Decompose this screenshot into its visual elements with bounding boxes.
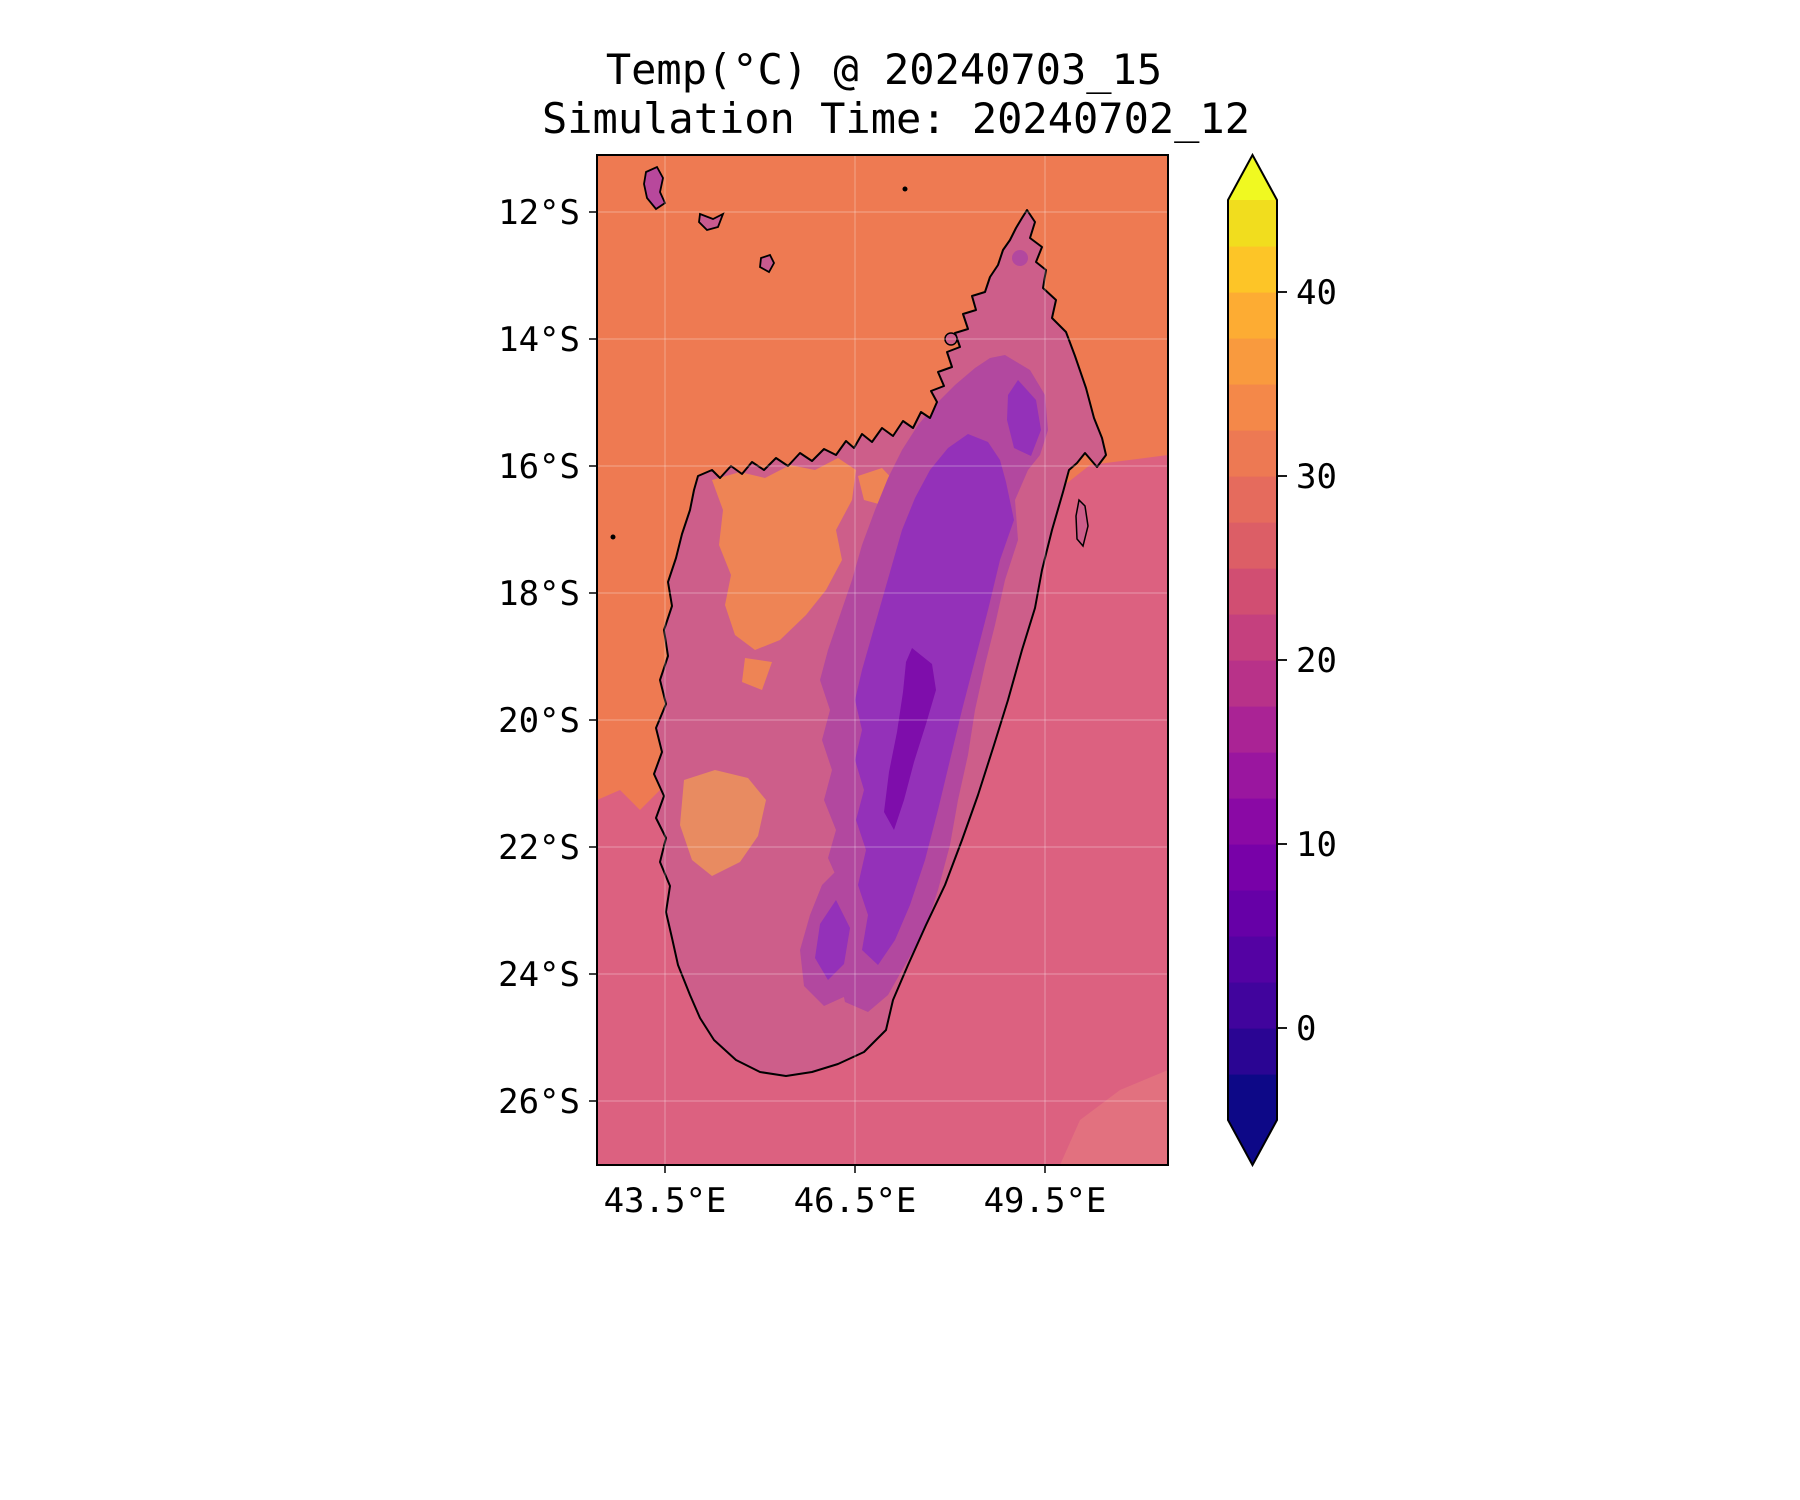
y-tick-label: 12°S <box>498 193 580 233</box>
ocean-cool-light-region <box>1060 1070 1168 1165</box>
colorbar-band <box>1228 798 1277 845</box>
islet-dot-west <box>610 534 616 540</box>
colorbar-tick-label: 10 <box>1296 825 1337 865</box>
island-nosy-be <box>944 332 958 346</box>
y-axis-labels: 12°S 14°S 16°S 18°S 20°S 22°S 24°S 26°S <box>498 193 580 1122</box>
colorbar-band <box>1228 1074 1277 1121</box>
colorbar-band <box>1228 890 1277 937</box>
north-tip-cool-spot <box>1012 250 1028 266</box>
x-tick-label: 49.5°E <box>984 1181 1107 1221</box>
island-sainte-marie <box>1075 498 1089 548</box>
island-grande-comore <box>643 165 667 211</box>
x-tick-label: 43.5°E <box>604 1181 727 1221</box>
colorbar-band <box>1228 982 1277 1029</box>
chart-title: Temp(°C) @ 20240703_15 <box>606 45 1162 94</box>
colorbar-tick-label: 20 <box>1296 641 1337 681</box>
x-tick-label: 46.5°E <box>794 1181 917 1221</box>
colorbar-band <box>1228 430 1277 477</box>
nw-warm-patch <box>712 458 856 650</box>
graticule <box>597 155 1168 1165</box>
island-mayotte <box>759 253 776 274</box>
colorbar-over-arrow <box>1228 155 1277 200</box>
colorbar-bands <box>1228 200 1277 1121</box>
colorbar-band <box>1228 384 1277 431</box>
y-tick-label: 16°S <box>498 447 580 487</box>
colorbar-band <box>1228 752 1277 799</box>
y-tick-label: 14°S <box>498 320 580 360</box>
highlands-mid <box>855 434 1014 965</box>
islet-dot-north <box>902 186 908 192</box>
colorbar-tick-label: 0 <box>1296 1009 1316 1049</box>
colorbar-band <box>1228 844 1277 891</box>
y-tick-label: 18°S <box>498 574 580 614</box>
colorbar-under-arrow <box>1228 1120 1277 1165</box>
highlands-mid-south <box>815 900 850 980</box>
colorbar-band <box>1228 706 1277 753</box>
plot-frame <box>596 154 1169 1166</box>
colorbar-band <box>1228 200 1277 247</box>
axis-ticks <box>589 211 1046 1173</box>
chart-subtitle: Simulation Time: 20240702_12 <box>542 94 1250 143</box>
colorbar-band <box>1228 660 1277 707</box>
y-tick-label: 26°S <box>498 1082 580 1122</box>
colorbar-tick-label: 40 <box>1296 273 1337 313</box>
madagascar-coastline <box>653 209 1107 1077</box>
colorbar-band <box>1228 476 1277 523</box>
colorbar-ticks <box>1277 291 1287 1029</box>
colorbar-band <box>1228 338 1277 385</box>
colorbar-band <box>1228 292 1277 339</box>
colorbar-band <box>1228 936 1277 983</box>
colorbar-band <box>1228 1028 1277 1075</box>
y-tick-label: 20°S <box>498 701 580 741</box>
island-anjouan <box>698 212 725 232</box>
colorbar-tick-label: 30 <box>1296 457 1337 497</box>
colorbar-outline <box>1227 152 1278 1168</box>
nw-warm-patch-3 <box>742 658 772 690</box>
colorbar-band <box>1228 246 1277 293</box>
land-temperature-fills <box>680 250 1048 1012</box>
y-tick-label: 22°S <box>498 828 580 868</box>
colorbar-labels: 40 30 20 10 0 <box>1296 273 1337 1049</box>
y-tick-label: 24°S <box>498 955 580 995</box>
highlands-core <box>884 648 936 830</box>
x-axis-labels: 43.5°E 46.5°E 49.5°E <box>604 1181 1107 1221</box>
map-panel <box>597 155 1168 1165</box>
colorbar-band <box>1228 614 1277 661</box>
colorbar-band <box>1228 522 1277 569</box>
highlands-mid-north <box>1007 380 1041 456</box>
sw-warm-patch <box>680 770 766 876</box>
colorbar-band <box>1228 568 1277 615</box>
